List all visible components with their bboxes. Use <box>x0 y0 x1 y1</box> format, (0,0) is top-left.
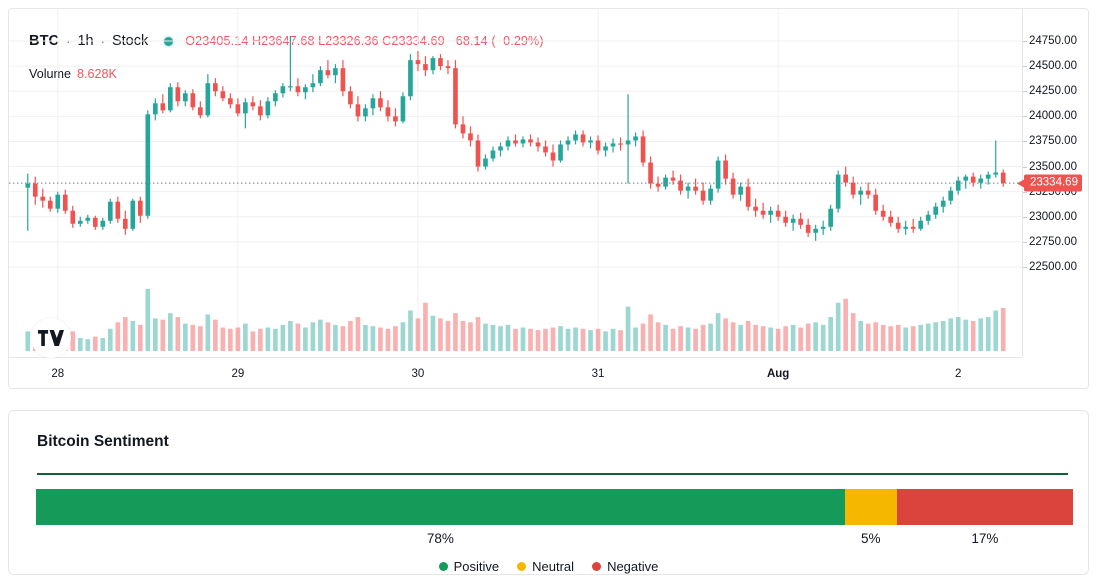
legend-dot-icon <box>517 562 527 571</box>
time-axis-label: 2 <box>955 368 962 380</box>
price-tick <box>1023 66 1027 68</box>
price-tag-arrow-icon <box>1017 179 1024 188</box>
sentiment-percent-neutral: 5% <box>861 531 881 546</box>
price-tick <box>1023 166 1027 168</box>
price-tick <box>1023 116 1027 118</box>
price-axis-label: 22500.00 <box>1029 260 1077 273</box>
sentiment-divider <box>37 473 1068 475</box>
current-price-tag[interactable]: 23334.69 <box>1017 174 1082 192</box>
legend-dot-icon <box>592 562 602 571</box>
price-axis-label: 22750.00 <box>1029 235 1077 248</box>
price-axis-label: 24000.00 <box>1029 110 1077 123</box>
legend-item-negative[interactable]: Negative <box>592 559 658 574</box>
price-tick <box>1023 216 1027 218</box>
price-scale[interactable]: 24750.00 24500.00 24250.00 24000.00 23750.00… <box>1017 9 1088 357</box>
price-tick <box>1023 41 1027 43</box>
sentiment-percent-negative: 17% <box>971 531 999 546</box>
sentiment-title: Bitcoin Sentiment <box>37 433 169 450</box>
price-axis-label: 23500.00 <box>1029 160 1077 173</box>
tv-glyph <box>38 330 64 346</box>
sentiment-segment-negative[interactable] <box>896 489 1073 525</box>
price-axis-label: 23000.00 <box>1029 210 1077 223</box>
time-axis-label: 29 <box>231 368 245 380</box>
tradingview-logo-icon[interactable] <box>31 318 71 358</box>
legend-item-positive[interactable]: Positive <box>438 559 500 574</box>
legend-item-neutral[interactable]: Neutral <box>517 559 574 574</box>
time-axis-label: 28 <box>51 368 65 380</box>
price-tick <box>1023 91 1027 93</box>
legend-label: Neutral <box>532 559 575 574</box>
volume-label: Volume <box>29 67 72 81</box>
sentiment-percent-positive: 78% <box>426 531 454 546</box>
volume-value: 8.628K <box>77 67 117 81</box>
chart-inner: BTC · 1h · Stock O23405.14 H23647.68 L23… <box>9 9 1088 388</box>
sentiment-legend: Positive Neutral Negative <box>9 559 1088 574</box>
price-axis-label: 24250.00 <box>1029 85 1077 98</box>
volume-legend: Volume 8.628K <box>29 67 117 81</box>
time-axis-label: 30 <box>411 368 425 380</box>
time-axis-label: Aug <box>766 368 790 380</box>
time-scale[interactable]: 28293031Aug23 <box>9 357 1022 388</box>
price-tick <box>1023 191 1027 193</box>
sentiment-segment-neutral[interactable] <box>844 489 897 525</box>
price-axis-label: 24750.00 <box>1029 35 1077 48</box>
legend-label: Positive <box>453 559 500 574</box>
price-tick <box>1023 241 1027 243</box>
price-tick <box>1023 266 1027 268</box>
price-chart-card: BTC · 1h · Stock O23405.14 H23647.68 L23… <box>8 8 1089 389</box>
sentiment-bar[interactable] <box>36 489 1073 525</box>
candlestick-svg <box>9 9 1022 351</box>
price-axis-label: 23750.00 <box>1029 135 1077 148</box>
legend-dot-icon <box>438 562 448 571</box>
price-tick <box>1023 141 1027 143</box>
sentiment-card: Bitcoin Sentiment 78% 5% 17% Positive Neutr… <box>8 410 1089 575</box>
sentiment-segment-positive[interactable] <box>36 489 845 525</box>
legend-label: Negative <box>607 559 659 574</box>
price-axis-label: 24500.00 <box>1029 60 1077 73</box>
chart-plot-area[interactable] <box>9 9 1022 357</box>
time-axis-label: 31 <box>591 368 605 380</box>
